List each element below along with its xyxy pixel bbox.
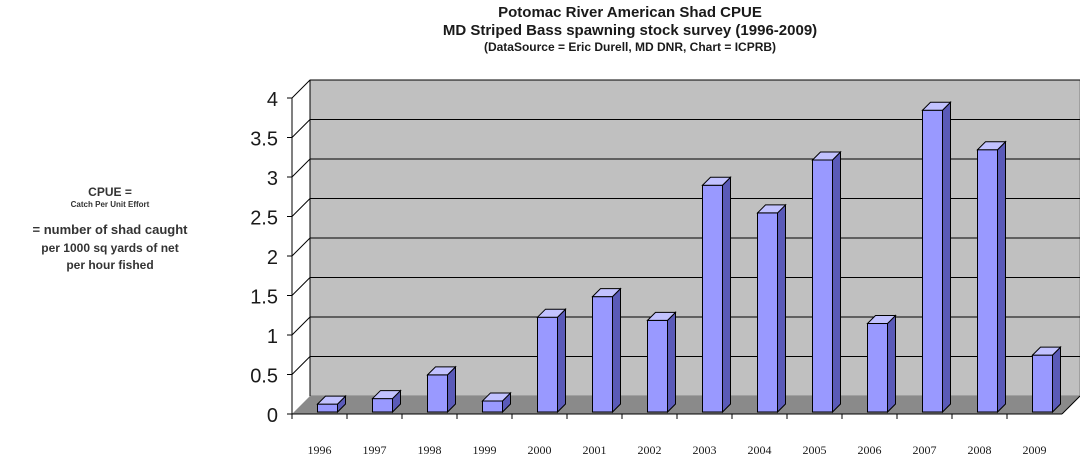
y-axis-label-line-5: per hour fished xyxy=(66,258,154,272)
bar-2001 xyxy=(591,287,622,414)
chart-source-note: (DataSource = Eric Durell, MD DNR, Chart… xyxy=(483,40,777,54)
gridline-diagonal xyxy=(291,316,311,336)
bar-side xyxy=(557,307,566,414)
bar-side xyxy=(887,314,896,414)
bar-front xyxy=(757,212,778,413)
x-tick-label: 1998 xyxy=(418,443,442,457)
bar-front xyxy=(647,319,668,413)
bar-side xyxy=(667,311,676,414)
bar-1999 xyxy=(481,391,512,414)
bar-2008 xyxy=(976,140,1007,414)
y-axis-label-line-3: = number of shad caught xyxy=(32,222,188,237)
x-tick-label: 2001 xyxy=(583,443,607,457)
bar-1997 xyxy=(371,389,402,414)
x-tick-labels: 1996 1997 1998 1999 2000 2001 2002 2003 2004 2005… xyxy=(308,443,1047,457)
bar-top xyxy=(866,315,897,325)
bars xyxy=(316,101,1062,414)
x-tick-label: 1996 xyxy=(308,443,332,457)
bar-top xyxy=(756,204,787,214)
bar-top xyxy=(1031,346,1062,356)
gridline-diagonal xyxy=(291,277,311,296)
bar-front xyxy=(482,400,503,413)
gridline-diagonal xyxy=(291,198,311,217)
y-tick-label: 2 xyxy=(267,247,278,269)
chart-title: Potomac River American Shad CPUE xyxy=(498,4,762,21)
bar-side xyxy=(612,287,621,414)
bar-side xyxy=(777,203,786,414)
x-tick-label: 2005 xyxy=(803,443,827,457)
y-tick-label: 0.5 xyxy=(250,366,278,388)
bar-side xyxy=(832,150,841,414)
bar-top xyxy=(701,176,732,186)
bar-front xyxy=(427,374,448,413)
gridline-diagonal xyxy=(291,119,311,138)
bar-front xyxy=(867,323,888,413)
bar-2006 xyxy=(866,314,897,414)
x-tick-label: 2009 xyxy=(1023,443,1047,457)
x-tick-label: 2003 xyxy=(693,443,717,457)
bar-2007 xyxy=(921,101,952,414)
bar-top xyxy=(371,390,402,400)
bar-2005 xyxy=(811,150,842,414)
bar-top xyxy=(481,392,512,402)
bar-2004 xyxy=(756,203,787,414)
x-tick-label: 2006 xyxy=(858,443,882,457)
bar-top xyxy=(646,311,677,321)
y-tick-label: 1.5 xyxy=(250,287,278,309)
bar-front xyxy=(702,184,723,413)
bar-1996 xyxy=(316,394,347,414)
bar-top xyxy=(921,101,952,111)
bar-front xyxy=(812,159,833,413)
y-tick-label: 1 xyxy=(267,326,278,348)
x-axis-end-line xyxy=(1061,395,1080,415)
x-tick-label: 2007 xyxy=(913,443,937,457)
bar-2002 xyxy=(646,311,677,414)
bar-front xyxy=(317,403,338,413)
x-tick-label: 2002 xyxy=(638,443,662,457)
bar-2009 xyxy=(1031,345,1062,414)
chart-floor xyxy=(292,396,1080,414)
bar-side xyxy=(942,101,951,414)
gridline-diagonal xyxy=(291,237,311,257)
y-tick-labels: 0 0.5 1 1.5 2 2.5 3 3.5 4 xyxy=(250,89,278,427)
y-tick-label: 2.5 xyxy=(250,208,278,230)
gridline-diagonal xyxy=(291,356,311,375)
x-tick-label: 2004 xyxy=(748,443,772,457)
bar-side xyxy=(722,176,731,414)
bar-top xyxy=(591,288,622,298)
bar-side xyxy=(1052,345,1061,414)
bar-2000 xyxy=(536,307,567,414)
gridlines xyxy=(291,79,1080,375)
axis-lines xyxy=(287,80,1080,419)
bar-top xyxy=(811,151,842,161)
gridline-diagonal xyxy=(291,158,311,178)
chart-subtitle: MD Striped Bass spawning stock survey (1… xyxy=(442,22,818,39)
x-tick-label: 1997 xyxy=(363,443,387,457)
x-tick-label: 2008 xyxy=(968,443,992,457)
bar-top xyxy=(426,366,457,376)
x-tick-label: 2000 xyxy=(528,443,552,457)
bar-front xyxy=(977,149,998,413)
bar-top xyxy=(976,141,1007,151)
bar-1998 xyxy=(426,365,457,414)
bar-side xyxy=(997,140,1006,414)
y-tick-label: 0 xyxy=(267,405,278,427)
bar-front xyxy=(372,398,393,413)
bar-front xyxy=(537,316,558,413)
y-tick-label: 4 xyxy=(267,89,278,111)
gridline-diagonal xyxy=(291,79,311,99)
bar-front xyxy=(1032,354,1053,413)
y-axis-label-line-2: Catch Per Unit Effort xyxy=(70,200,150,209)
bar-top xyxy=(316,395,347,405)
bar-front xyxy=(592,296,613,413)
bar-top xyxy=(536,308,567,318)
bar-front xyxy=(922,109,943,413)
x-tick-label: 1999 xyxy=(473,443,497,457)
y-axis-label-line-4: per 1000 sq yards of net xyxy=(41,241,179,255)
y-tick-label: 3 xyxy=(267,168,278,190)
y-axis-label-line-1: CPUE = xyxy=(88,185,132,199)
bar-2003 xyxy=(701,176,732,414)
y-tick-label: 3.5 xyxy=(250,129,278,151)
